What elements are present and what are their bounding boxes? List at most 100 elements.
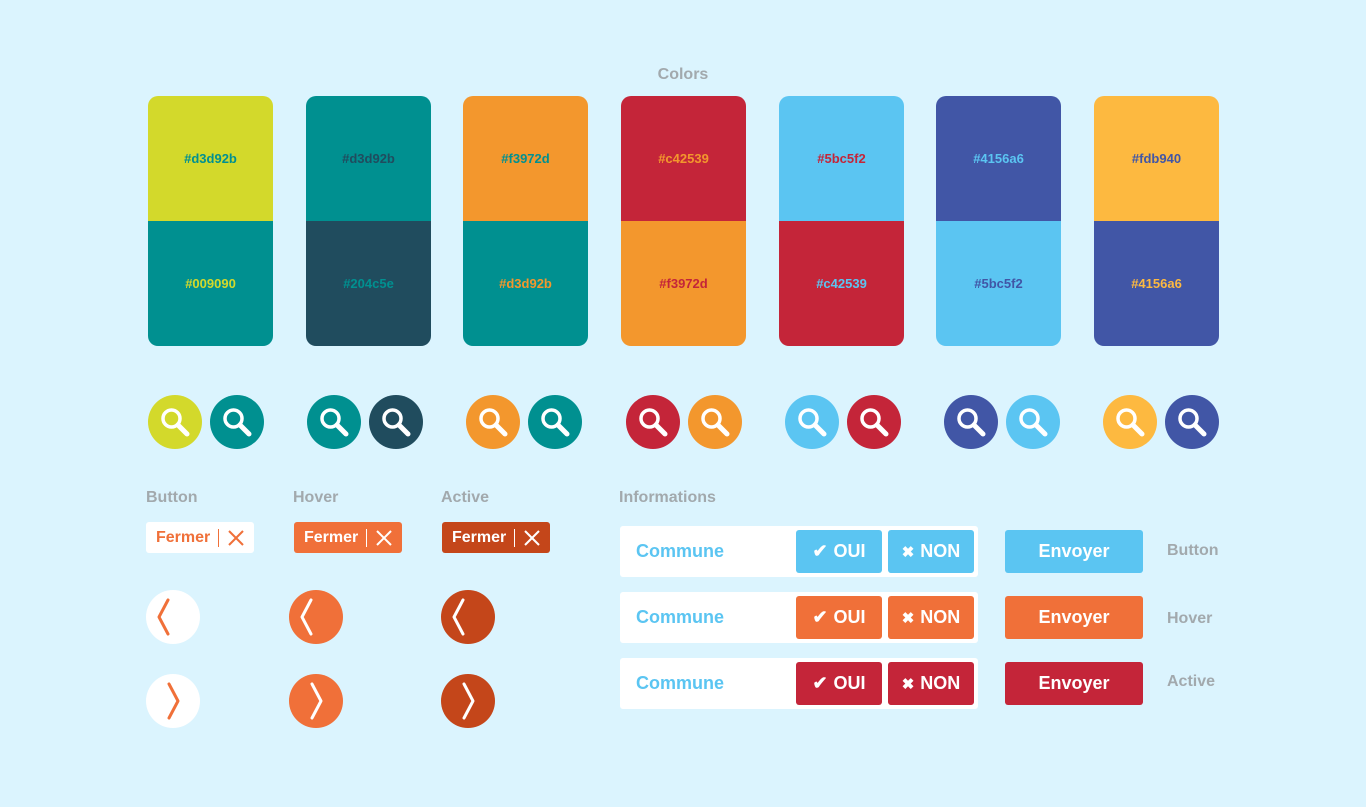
search-button[interactable] [466,395,520,449]
next-arrow-normal[interactable] [146,674,200,728]
info-row: Commune ✔ OUI ✖ NON [620,592,978,643]
no-button[interactable]: ✖ NON [888,596,974,639]
swatch-top: #d3d92b [306,96,431,221]
prev-arrow-active[interactable] [441,590,495,644]
state-label-active: Active [441,489,490,506]
search-button[interactable] [626,395,680,449]
search-button[interactable] [148,395,202,449]
search-icon [698,405,732,439]
close-button-label: Fermer [304,528,359,546]
close-button-separator [514,528,515,547]
x-icon: ✖ [901,675,915,693]
swatch-hex-label: #204c5e [343,276,394,291]
swatch-hex-label: #f3972d [659,276,708,291]
swatch-hex-label: #4156a6 [973,151,1024,166]
next-arrow-hover[interactable] [289,674,343,728]
swatch-hex-label: #5bc5f2 [817,151,866,166]
close-button-separator [366,528,367,547]
swatch-hex-label: #4156a6 [1131,276,1182,291]
search-button[interactable] [1165,395,1219,449]
color-swatch: #d3d92b #204c5e [306,96,431,346]
search-icon [857,405,891,439]
no-button[interactable]: ✖ NON [888,530,974,573]
search-button[interactable] [369,395,423,449]
close-button-separator [218,528,219,547]
prev-arrow-hover[interactable] [289,590,343,644]
search-button[interactable] [688,395,742,449]
close-icon [523,529,541,547]
send-button[interactable]: Envoyer [1005,596,1143,639]
yes-label: OUI [833,607,866,627]
search-icon [795,405,829,439]
swatch-top: #c42539 [621,96,746,221]
yes-button[interactable]: ✔ OUI [796,530,882,573]
search-icon [1016,405,1050,439]
chevron-right-icon [289,674,343,728]
no-button[interactable]: ✖ NON [888,662,974,705]
color-swatch: #fdb940 #4156a6 [1094,96,1219,346]
swatch-bottom: #f3972d [621,221,746,346]
send-state-label: Button [1167,542,1219,559]
close-button-label: Fermer [452,528,507,546]
no-label: NON [920,673,961,693]
yes-label: OUI [833,673,866,693]
search-icon [158,405,192,439]
color-swatch: #c42539 #f3972d [621,96,746,346]
send-button[interactable]: Envoyer [1005,530,1143,573]
swatch-hex-label: #d3d92b [184,151,237,166]
search-button[interactable] [785,395,839,449]
close-button-hover[interactable]: Fermer [294,522,402,553]
no-label: NON [920,541,961,561]
close-icon [375,529,393,547]
color-swatch: #4156a6 #5bc5f2 [936,96,1061,346]
swatch-hex-label: #009090 [185,276,236,291]
swatch-bottom: #4156a6 [1094,221,1219,346]
state-label-button: Button [146,489,198,506]
close-button-normal[interactable]: Fermer [146,522,254,553]
swatch-top: #4156a6 [936,96,1061,221]
swatch-top: #d3d92b [148,96,273,221]
search-button[interactable] [944,395,998,449]
yes-button[interactable]: ✔ OUI [796,662,882,705]
check-icon: ✔ [812,541,828,561]
yes-button[interactable]: ✔ OUI [796,596,882,639]
swatch-hex-label: #c42539 [658,151,709,166]
next-arrow-active[interactable] [441,674,495,728]
search-button[interactable] [210,395,264,449]
prev-arrow-normal[interactable] [146,590,200,644]
check-icon: ✔ [812,607,828,627]
swatch-hex-label: #5bc5f2 [974,276,1023,291]
swatch-hex-label: #d3d92b [499,276,552,291]
close-button-active[interactable]: Fermer [442,522,550,553]
search-icon [538,405,572,439]
x-icon: ✖ [901,609,915,627]
search-button[interactable] [528,395,582,449]
send-button[interactable]: Envoyer [1005,662,1143,705]
search-button[interactable] [847,395,901,449]
colors-title: Colors [657,66,709,83]
search-button[interactable] [307,395,361,449]
swatch-bottom: #204c5e [306,221,431,346]
send-state-label: Hover [1167,610,1213,627]
close-button-label: Fermer [156,528,211,546]
search-button[interactable] [1006,395,1060,449]
swatch-bottom: #5bc5f2 [936,221,1061,346]
search-button[interactable] [1103,395,1157,449]
x-icon: ✖ [901,543,915,561]
search-icon [1113,405,1147,439]
send-state-label: Active [1167,673,1216,690]
yes-label: OUI [833,541,866,561]
check-icon: ✔ [812,673,828,693]
swatch-hex-label: #d3d92b [342,151,395,166]
informations-label: Informations [619,489,716,506]
swatch-top: #f3972d [463,96,588,221]
state-label-hover: Hover [293,489,339,506]
swatch-bottom: #c42539 [779,221,904,346]
info-row-label: Commune [636,673,725,693]
chevron-left-icon [146,590,200,644]
swatch-hex-label: #fdb940 [1131,151,1182,166]
close-icon [227,529,245,547]
search-icon [1175,405,1209,439]
swatch-top: #5bc5f2 [779,96,904,221]
chevron-left-icon [441,590,495,644]
